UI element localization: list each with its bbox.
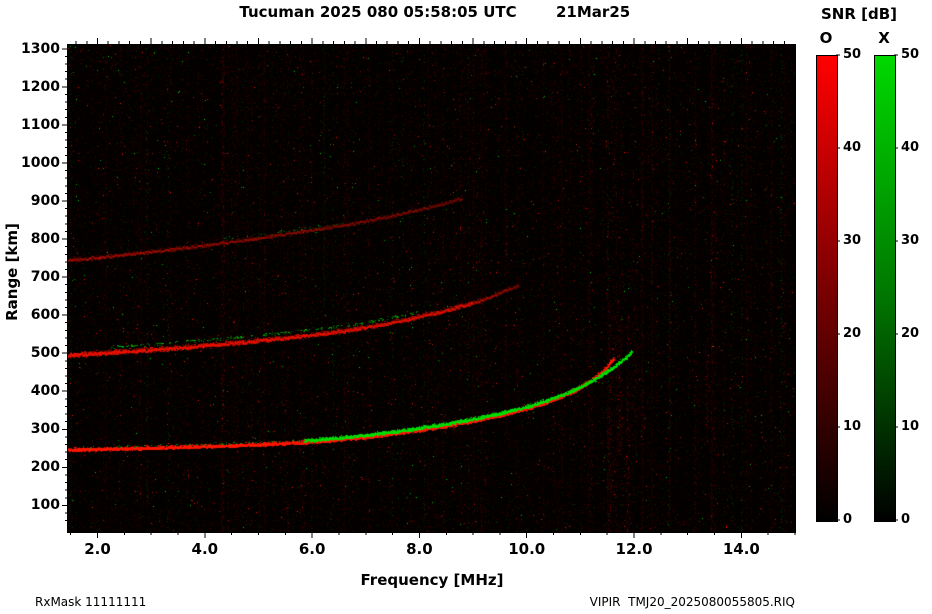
y-tick-label: 700	[30, 269, 60, 286]
x-tick-label: 8.0	[406, 540, 433, 558]
x-tick-label: 6.0	[298, 540, 326, 558]
colorbar-title: SNR [dB]	[820, 5, 897, 23]
x-mode-colorbar	[874, 55, 896, 522]
x-tick-label: 14.0	[722, 540, 760, 558]
colorbar-tick-label: 10	[843, 419, 862, 434]
ionogram-canvas	[68, 45, 795, 532]
file-label: VIPIR TMJ20_2025080055805.RIQ	[589, 595, 795, 609]
x-tick-label: 12.0	[615, 540, 653, 558]
plot-date: 21Mar25	[556, 3, 631, 21]
y-tick-label: 200	[30, 459, 60, 476]
colorbar-tick-label: 40	[843, 140, 862, 155]
y-tick-label: 100	[30, 497, 60, 514]
colorbar-tick-label: 0	[843, 512, 853, 527]
y-tick-label: 600	[30, 307, 60, 324]
x-tick-label: 10.0	[508, 540, 546, 558]
colorbar-tick-label: 30	[843, 233, 862, 248]
y-tick-label: 500	[30, 345, 60, 362]
y-tick-label: 1100	[21, 116, 60, 133]
o-mode-colorbar	[816, 55, 838, 522]
y-tick-label: 1000	[21, 154, 60, 171]
colorbar-tick-label: 0	[901, 512, 911, 527]
y-tick-label: 400	[30, 383, 60, 400]
plot-title: Tucuman 2025 080 05:58:05 UTC	[239, 3, 517, 21]
x-tick-label: 2.0	[84, 540, 111, 558]
colorbar-tick-label: 10	[901, 419, 920, 434]
colorbar-x-label: X	[878, 29, 890, 47]
y-tick-label: 1300	[21, 40, 60, 57]
colorbar-tick-label: 30	[901, 233, 920, 248]
y-tick-label: 1200	[21, 78, 60, 95]
x-tick-label: 4.0	[191, 540, 219, 558]
colorbar-tick-label: 20	[843, 326, 862, 341]
y-tick-label: 900	[30, 192, 60, 209]
y-tick-label: 300	[30, 421, 60, 438]
colorbar-tick-label: 20	[901, 326, 920, 341]
colorbar-tick-label: 50	[901, 47, 920, 62]
y-tick-label: 800	[30, 231, 60, 248]
colorbar-tick-label: 50	[843, 47, 862, 62]
x-axis-label: Frequency [MHz]	[360, 571, 504, 589]
colorbar-tick-label: 40	[901, 140, 920, 155]
y-axis-label: Range [km]	[3, 223, 21, 321]
rxmask-label: RxMask 11111111	[35, 595, 147, 609]
colorbar-o-label: O	[819, 29, 833, 47]
